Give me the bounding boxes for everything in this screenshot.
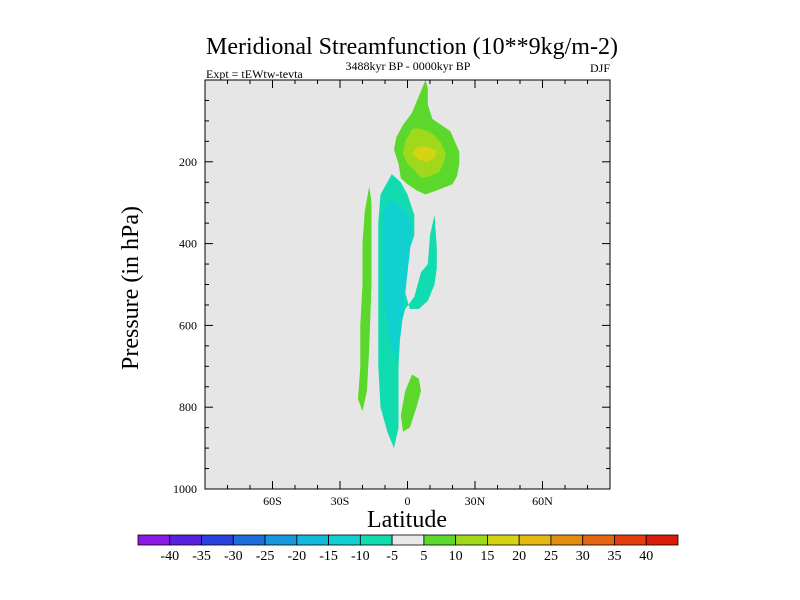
colorbar-label: -5: [386, 549, 398, 564]
chart-subtitle-right: DJF: [590, 61, 610, 75]
axis-ticks: 60S 30S 0 30N 60N 200 400 600 800 1000: [173, 80, 610, 508]
colorbar-label: -10: [351, 549, 370, 564]
x-tick-label: 30N: [465, 494, 486, 508]
x-axis-title: Latitude: [367, 507, 447, 533]
colorbar-label: -35: [192, 549, 211, 564]
contour-regions: [358, 80, 460, 449]
contour-region-central-cyan-negative: [382, 198, 412, 359]
colorbar-box: [487, 534, 520, 546]
y-axis-title: Pressure (in hPa): [118, 206, 144, 370]
colorbar-label: -30: [224, 549, 243, 564]
colorbar-label: 30: [576, 549, 590, 564]
colorbar: -40 -35 -30 -25 -20 -15 -10 -5 5 10 15 20 25 30 35 40: [137, 534, 679, 564]
contour-region-lower-green-patch: [400, 374, 421, 432]
colorbar-label: -15: [319, 549, 338, 564]
colorbar-label: -25: [256, 549, 275, 564]
colorbar-box: [328, 534, 361, 546]
colorbar-box: [455, 534, 488, 546]
x-tick-label: 60S: [263, 494, 282, 508]
colorbar-box: [550, 534, 584, 546]
colorbar-box: [137, 534, 171, 546]
colorbar-label: 40: [639, 549, 653, 564]
colorbar-box: [169, 534, 202, 546]
colorbar-label: 10: [449, 549, 463, 564]
colorbar-label: -20: [287, 549, 306, 564]
chart-subtitle-center: 3488kyr BP - 0000kyr BP: [346, 59, 471, 73]
colorbar-box: [518, 534, 552, 546]
colorbar-box: [614, 534, 647, 546]
contour-region-upper-yellow-positive: [412, 146, 437, 162]
x-tick-label: 0: [405, 494, 411, 508]
y-tick-label: 800: [179, 400, 197, 414]
colorbar-label: -40: [160, 549, 179, 564]
chart-subtitle-left: Expt = tEWtw-tevta: [206, 67, 303, 81]
colorbar-box: [201, 534, 234, 546]
colorbar-box: [645, 534, 679, 546]
y-tick-label: 1000: [173, 482, 197, 496]
y-tick-label: 200: [179, 155, 197, 169]
colorbar-label: 25: [544, 549, 558, 564]
colorbar-label: 20: [512, 549, 526, 564]
colorbar-box: [264, 534, 298, 546]
y-tick-label: 600: [179, 318, 197, 332]
colorbar-box: [423, 534, 457, 546]
colorbar-box: [232, 534, 266, 546]
contour-region-left-green-band: [358, 186, 372, 412]
colorbar-box: [296, 534, 329, 546]
colorbar-box: [391, 534, 425, 546]
colorbar-label: 35: [607, 549, 621, 564]
x-tick-label: 30S: [331, 494, 350, 508]
colorbar-box: [359, 534, 393, 546]
colorbar-label: 15: [480, 549, 494, 564]
y-tick-label: 400: [179, 237, 197, 251]
x-tick-label: 60N: [532, 494, 553, 508]
chart-title: Meridional Streamfunction (10**9kg/m-2): [206, 34, 618, 60]
colorbar-label: 5: [420, 549, 427, 564]
colorbar-box: [582, 534, 615, 546]
